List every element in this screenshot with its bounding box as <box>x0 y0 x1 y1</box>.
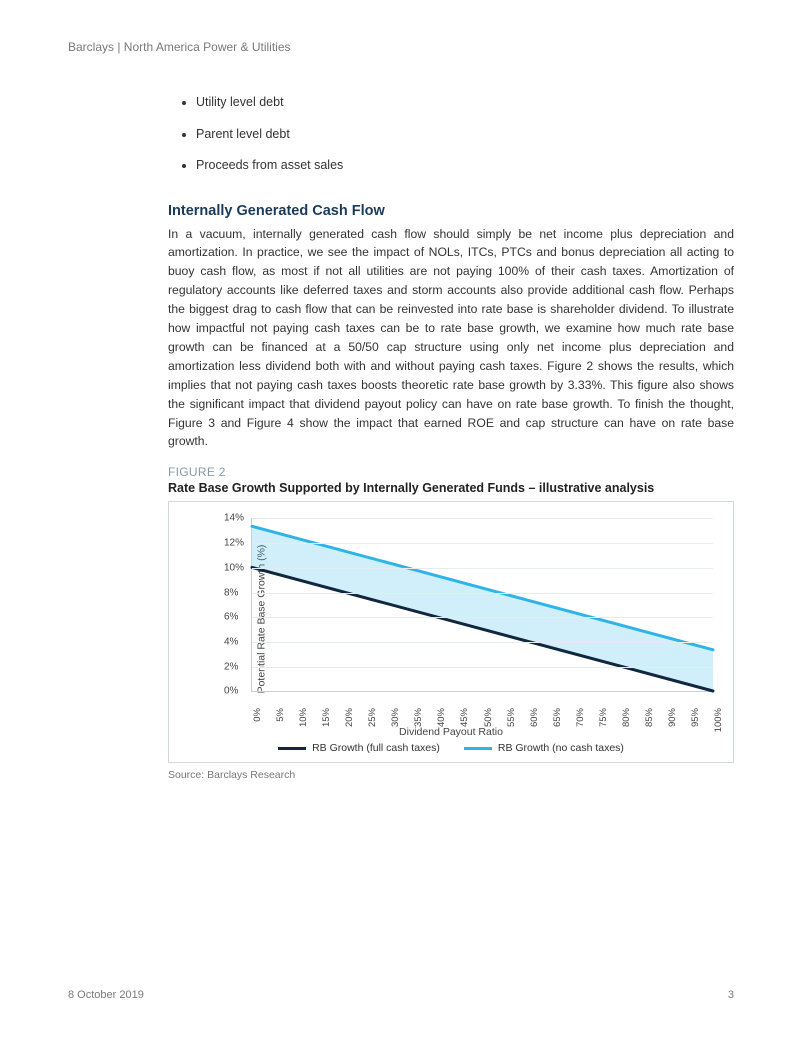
legend-item: RB Growth (full cash taxes) <box>278 742 440 754</box>
figure-title: Rate Base Growth Supported by Internally… <box>168 481 734 495</box>
x-tick-label: 80% <box>621 708 632 727</box>
footer-date: 8 October 2019 <box>68 989 144 1001</box>
gridline <box>252 642 713 643</box>
page-footer: 8 October 2019 3 <box>68 989 734 1001</box>
x-tick-label: 70% <box>575 708 586 727</box>
x-tick-label: 45% <box>459 708 470 727</box>
x-tick-label: 40% <box>436 708 447 727</box>
list-item: Parent level debt <box>196 126 734 144</box>
x-tick-label: 90% <box>667 708 678 727</box>
list-item: Utility level debt <box>196 94 734 112</box>
x-tick-label: 55% <box>506 708 517 727</box>
x-tick-label: 75% <box>598 708 609 727</box>
plot-area: Potential Rate Base Growth (%) 0%2%4%6%8… <box>223 514 717 724</box>
y-tick-label: 14% <box>224 513 244 524</box>
x-tick-label: 25% <box>367 708 378 727</box>
x-tick-label: 10% <box>298 708 309 727</box>
y-tick-label: 12% <box>224 538 244 549</box>
x-tick-label: 20% <box>344 708 355 727</box>
x-tick-label: 95% <box>690 708 701 727</box>
y-tick-label: 6% <box>224 612 238 623</box>
gridline <box>252 518 713 519</box>
legend-swatch-icon <box>464 747 492 750</box>
figure-label: FIGURE 2 <box>168 465 734 479</box>
y-tick-label: 4% <box>224 636 238 647</box>
x-tick-label: 100% <box>713 708 724 732</box>
footer-page-number: 3 <box>728 989 734 1001</box>
gridline <box>252 593 713 594</box>
gridline <box>252 667 713 668</box>
x-tick-label: 60% <box>529 708 540 727</box>
series-line <box>252 527 713 651</box>
figure-source: Source: Barclays Research <box>168 769 734 781</box>
gridline <box>252 617 713 618</box>
x-tick-label: 85% <box>644 708 655 727</box>
legend-swatch-icon <box>278 747 306 750</box>
x-tick-label: 35% <box>413 708 424 727</box>
y-tick-label: 0% <box>224 686 238 697</box>
x-tick-label: 30% <box>390 708 401 727</box>
x-tick-label: 50% <box>483 708 494 727</box>
legend-item: RB Growth (no cash taxes) <box>464 742 624 754</box>
x-tick-label: 0% <box>252 708 263 722</box>
gridline <box>252 568 713 569</box>
x-tick-label: 5% <box>275 708 286 722</box>
list-item: Proceeds from asset sales <box>196 157 734 175</box>
chart-svg <box>252 518 713 691</box>
x-tick-label: 65% <box>552 708 563 727</box>
body-paragraph: In a vacuum, internally generated cash f… <box>168 225 734 452</box>
y-tick-label: 2% <box>224 661 238 672</box>
page-header: Barclays | North America Power & Utiliti… <box>68 40 734 54</box>
series-line <box>252 568 713 692</box>
gridline <box>252 543 713 544</box>
legend-label: RB Growth (full cash taxes) <box>312 742 440 754</box>
section-title: Internally Generated Cash Flow <box>168 203 734 219</box>
y-tick-label: 10% <box>224 562 244 573</box>
chart-container: Potential Rate Base Growth (%) 0%2%4%6%8… <box>168 501 734 763</box>
legend: RB Growth (full cash taxes) RB Growth (n… <box>179 742 723 754</box>
x-axis-label: Dividend Payout Ratio <box>179 726 723 738</box>
x-tick-label: 15% <box>321 708 332 727</box>
legend-label: RB Growth (no cash taxes) <box>498 742 624 754</box>
plot-grid: 0%2%4%6%8%10%12%14%0%5%10%15%20%25%30%35… <box>251 518 713 692</box>
y-tick-label: 8% <box>224 587 238 598</box>
bullet-list: Utility level debt Parent level debt Pro… <box>168 94 734 175</box>
